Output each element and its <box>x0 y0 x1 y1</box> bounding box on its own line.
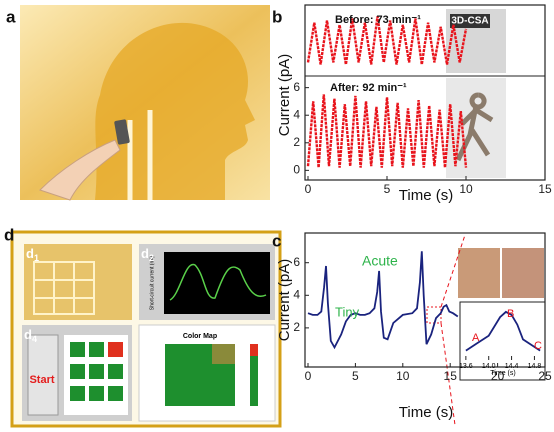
subpanel-label: d1 <box>26 246 39 263</box>
y-axis-label: Current (pA) <box>276 54 293 137</box>
photo-label: 3D-CSA <box>451 16 488 27</box>
plot-frame <box>304 232 546 368</box>
annotation: Acute <box>362 253 398 269</box>
annotation: A <box>472 332 480 344</box>
data-line <box>465 310 541 352</box>
y-tick-label: 6 <box>293 80 300 94</box>
x-tick-label: 0 <box>305 369 312 383</box>
data-line <box>307 251 459 350</box>
panel-d: Short-circuit current (nA) Start Color M… <box>10 230 282 428</box>
annotation: C <box>534 340 542 352</box>
x-tick-label: 10 <box>459 182 473 196</box>
annotation: B <box>507 308 514 320</box>
colormap-title: Color Map <box>183 333 217 340</box>
data-line <box>306 94 468 168</box>
plot-frame <box>304 4 546 181</box>
panel-label: d <box>4 225 14 244</box>
x-tick-label: 20 <box>491 369 505 383</box>
y-tick-label: 0 <box>293 163 300 177</box>
runner <box>455 92 494 162</box>
subpanel-index: 4 <box>32 334 37 344</box>
start-button: Start <box>29 374 54 386</box>
d2-ylabel: Short-circuit current (nA) <box>149 255 155 310</box>
x-tick-label: 14.4 <box>505 363 519 370</box>
subpanel-letter: d <box>26 246 34 261</box>
x-tick-label: 15 <box>538 182 552 196</box>
subpanel-letter: d <box>24 327 32 342</box>
data-line <box>306 16 468 65</box>
y-tick-label: 4 <box>293 107 300 121</box>
panel-label: b <box>272 7 282 26</box>
subpanel-index: 3 <box>149 334 154 344</box>
x-tick-label: 14.0 <box>482 363 496 370</box>
x-tick-label: 5 <box>352 369 359 383</box>
x-tick-label: 25 <box>538 369 552 383</box>
x-tick-label: 14.8 <box>528 363 542 370</box>
y-axis-label: Current (pA) <box>276 259 293 342</box>
subpanel-letter: d <box>141 246 149 261</box>
x-tick-label: 10 <box>396 369 410 383</box>
y-tick-label: 4 <box>293 287 300 301</box>
x-axis-label: Time (s) <box>399 404 453 421</box>
x-tick-label: 15 <box>444 369 458 383</box>
annotation: Before: 73 min⁻¹ <box>335 14 421 26</box>
zoom-line <box>440 234 466 308</box>
subpanel-index: 2 <box>149 253 154 263</box>
x-tick-label: 0 <box>305 182 312 196</box>
subpanel-label: d3 <box>141 327 154 344</box>
y-tick-label: 6 <box>293 255 300 269</box>
zoom-line <box>440 322 456 426</box>
label-box <box>450 14 490 28</box>
y-tick-label: 2 <box>293 320 300 334</box>
x-tick-label: 5 <box>384 182 391 196</box>
subpanel-label: d4 <box>24 327 37 344</box>
subpanel-label: d2 <box>141 246 154 263</box>
subpanel-letter: d <box>141 327 149 342</box>
annotation: Tiny <box>335 304 360 319</box>
x-axis-label: Time (s) <box>399 187 453 204</box>
y-tick-label: 2 <box>293 135 300 149</box>
photo <box>502 248 544 298</box>
photo <box>458 248 500 298</box>
x-axis-label: Time (s) <box>490 370 515 377</box>
illustration <box>20 5 270 201</box>
subpanel-index: 1 <box>34 253 39 263</box>
panel-label: c <box>272 231 281 250</box>
x-tick-label: 13.6 <box>459 363 473 370</box>
panel-label: a <box>6 7 16 26</box>
annotation: After: 92 min⁻¹ <box>330 82 407 94</box>
